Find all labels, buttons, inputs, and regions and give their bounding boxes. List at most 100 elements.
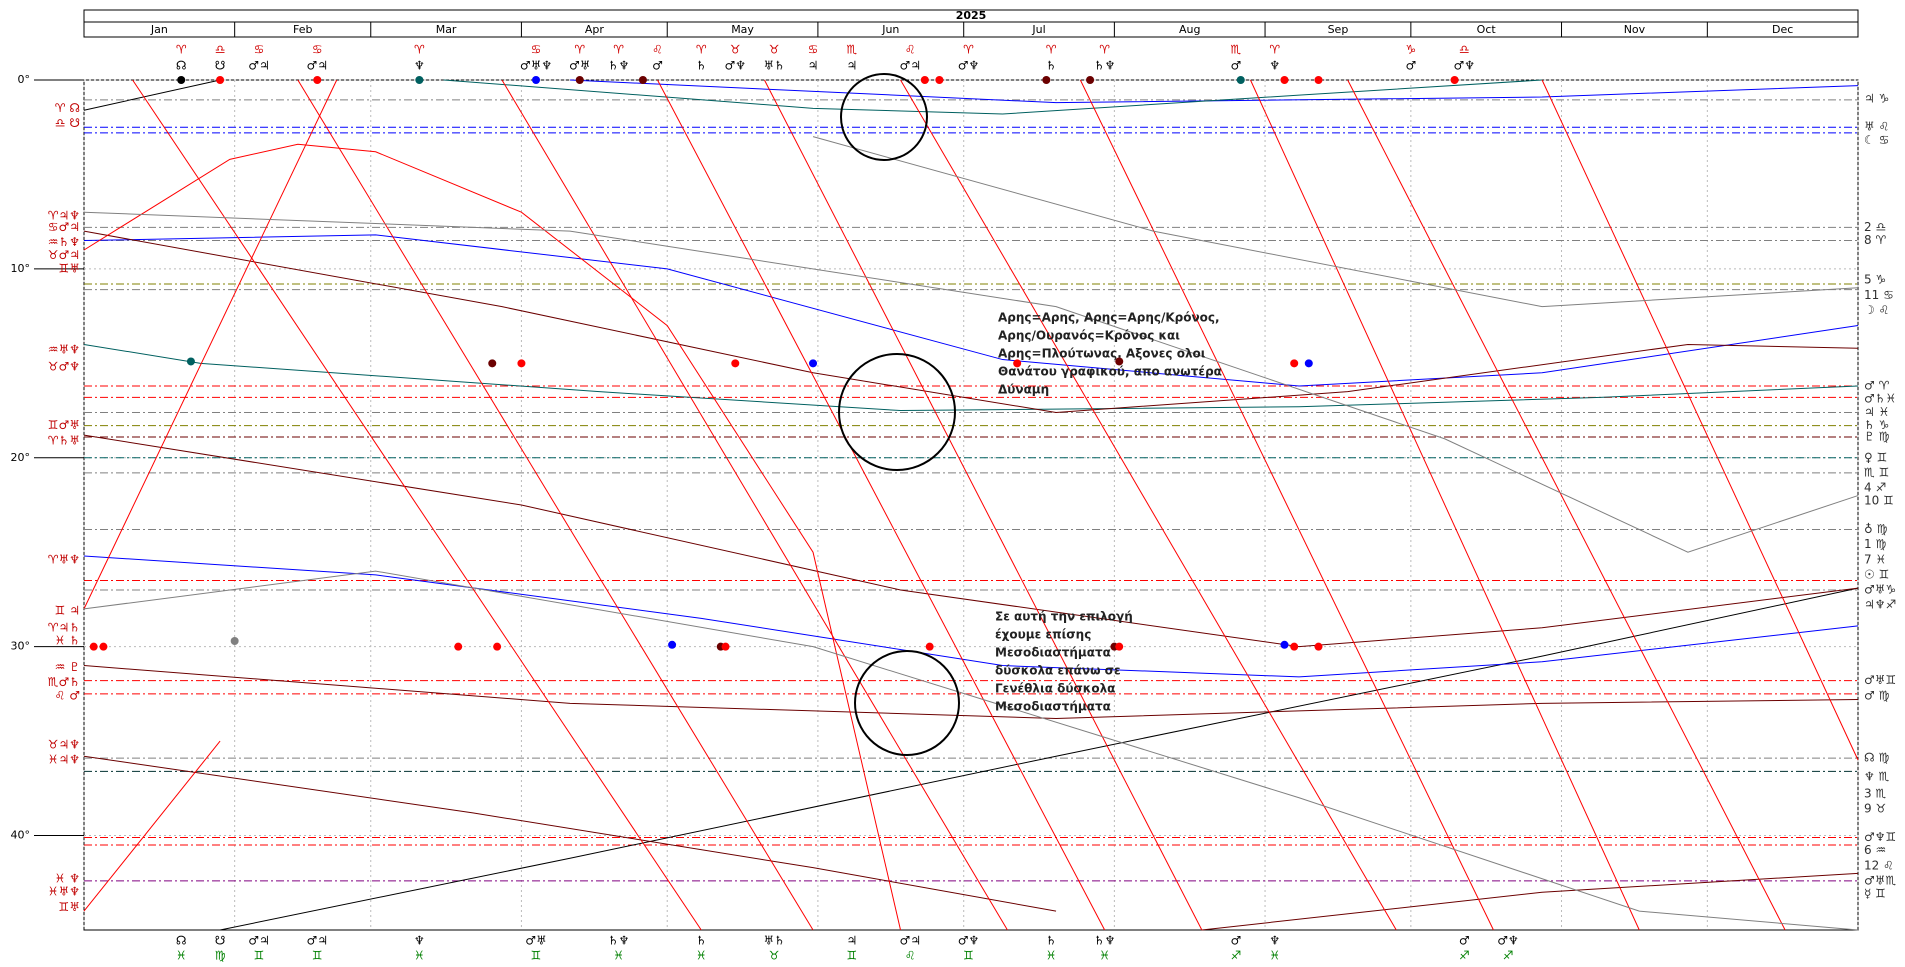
bottom-glyph: ♊ <box>847 949 858 963</box>
series-line <box>132 79 702 931</box>
left-glyph: ♈♃♄ <box>48 620 80 634</box>
bottom-glyph: ♓ <box>1269 949 1280 963</box>
series-line <box>83 665 1859 719</box>
right-glyph: ☊ ♍ <box>1864 751 1889 765</box>
right-glyph: ♆ ♏ <box>1864 770 1889 784</box>
right-glyph: ♂♅♏ <box>1864 873 1896 887</box>
y-tick-label: 30° <box>11 640 31 653</box>
event-dot <box>177 76 186 84</box>
bottom-glyph: ♄♆ <box>608 934 630 948</box>
left-glyph: ♉♂♆ <box>48 360 80 374</box>
left-glyph: ♊♂♅ <box>48 418 80 432</box>
event-dot <box>1450 76 1459 84</box>
event-dot <box>1314 642 1323 651</box>
top-glyph: ♈ <box>1099 43 1110 57</box>
top-glyph: ♂ <box>1405 59 1416 73</box>
left-glyph: ♉♂♃ <box>48 248 80 262</box>
series-line <box>501 79 1008 931</box>
bottom-glyph: ♓ <box>613 949 624 963</box>
y-tick-label: 20° <box>11 451 31 464</box>
top-glyph: ☋ <box>215 59 226 73</box>
right-glyph: 1 ♍ <box>1864 537 1886 551</box>
left-glyph: ♒♄♆ <box>48 235 80 249</box>
top-glyph: ♂♆ <box>958 59 980 73</box>
y-tick-label: 0° <box>18 73 31 86</box>
series-line <box>570 79 1859 104</box>
top-glyph: ♂ <box>652 59 663 73</box>
right-glyph: ♂♅♑ <box>1864 583 1896 597</box>
top-glyph: ♂♆ <box>1454 59 1476 73</box>
series-line <box>297 79 814 931</box>
series-line <box>83 211 1859 553</box>
bottom-glyph: ♉ <box>769 949 780 963</box>
top-glyph: ♈ <box>1046 43 1057 57</box>
bottom-glyph: ♊ <box>963 949 974 963</box>
annotation: Αρης=Αρης, Αρης=Αρης/Κρόνος, <box>998 311 1220 325</box>
left-glyph: ♈♄♅ <box>48 433 80 447</box>
top-glyph: ♈ <box>176 43 187 57</box>
bottom-glyph: ♄♆ <box>1094 934 1116 948</box>
top-glyph: ♂♃ <box>248 59 270 73</box>
month-label: Jul <box>1031 23 1045 36</box>
right-glyph: ♂ ♈ <box>1864 379 1890 393</box>
bottom-glyph: ♂♃ <box>307 934 329 948</box>
event-dot <box>230 637 239 645</box>
right-glyph: 11 ♋ <box>1864 288 1894 302</box>
annotation: Θανάτου γραφικού, απο ανωτέρα <box>998 365 1222 379</box>
annotation: δύσκολα επάνω σε <box>995 664 1121 678</box>
series-line <box>1250 79 1640 931</box>
event-dot <box>721 642 730 651</box>
top-glyph: ♎ <box>215 43 226 57</box>
bottom-glyph: ♓ <box>1099 949 1110 963</box>
top-glyph: ♈ <box>613 43 624 57</box>
right-glyph: 4 ♐ <box>1864 481 1886 495</box>
left-glyph: ♓ ♆ <box>55 872 80 886</box>
right-glyph: ☿ ♊ <box>1864 887 1886 901</box>
bottom-glyph: ♂♅ <box>525 934 547 948</box>
series-line <box>83 755 1057 912</box>
left-glyph: ♈♅♆ <box>48 552 80 566</box>
month-label: Dec <box>1772 23 1793 36</box>
series-line <box>443 79 1543 115</box>
event-dot <box>1290 359 1299 368</box>
bottom-glyph: ♊ <box>254 949 265 963</box>
top-glyph: ♑ <box>1405 43 1416 57</box>
y-tick-label: 40° <box>11 829 31 842</box>
bottom-glyph: ♅♄ <box>763 934 785 948</box>
right-glyph: 3 ♏ <box>1864 787 1886 801</box>
event-dot <box>935 76 944 84</box>
top-glyph: ♂♅ <box>569 59 591 73</box>
left-glyph: ♈ ☊ <box>55 101 80 115</box>
month-label: May <box>731 23 754 36</box>
bottom-glyph: ♊ <box>531 949 542 963</box>
event-dot <box>731 359 740 368</box>
event-dot <box>1314 76 1323 84</box>
bottom-glyph: ♃ <box>847 934 858 948</box>
right-glyph: ☾ ♋ <box>1864 133 1889 147</box>
series-line <box>83 234 1859 387</box>
series-line <box>812 136 1859 308</box>
bottom-glyph: ☊ <box>176 934 187 948</box>
event-dot <box>1115 642 1124 651</box>
right-glyph: ♂ ♍ <box>1864 688 1889 702</box>
top-glyph: ♌ <box>905 43 916 57</box>
right-glyph: ♀ ♊ <box>1864 450 1887 464</box>
series-line <box>83 230 1859 413</box>
bottom-glyph: ♆ <box>414 934 425 948</box>
series-line <box>83 570 1859 931</box>
right-glyph: ♂♄♓ <box>1864 392 1896 406</box>
right-glyph: 5 ♑ <box>1864 273 1886 287</box>
top-glyph: ♄♆ <box>1094 59 1116 73</box>
top-glyph: ♌ <box>652 43 663 57</box>
right-glyph: 12 ♌ <box>1864 858 1894 872</box>
month-label: Aug <box>1179 23 1200 36</box>
event-dot <box>920 76 929 84</box>
series-line <box>219 587 1859 931</box>
event-dot <box>1304 359 1313 368</box>
top-glyph: ♂♆ <box>725 59 747 73</box>
highlight-circle <box>838 353 956 471</box>
bottom-glyph: ♄ <box>696 934 707 948</box>
bottom-glyph: ♊ <box>312 949 323 963</box>
top-glyph: ♈ <box>696 43 707 57</box>
